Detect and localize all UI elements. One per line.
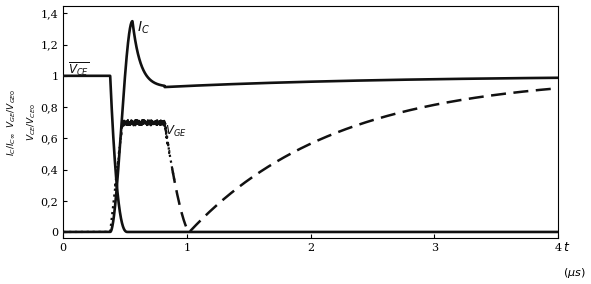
Text: $I_C$: $I_C$ xyxy=(137,20,150,37)
Text: $\overline{V_{CE}}$: $\overline{V_{CE}}$ xyxy=(68,60,89,78)
Text: $(\mu s)$: $(\mu s)$ xyxy=(563,266,586,280)
Text: $t$: $t$ xyxy=(563,241,570,254)
Text: $V_{GE}$: $V_{GE}$ xyxy=(165,124,186,139)
Y-axis label: $I_C/I_{C\infty}$  $V_{GE}/V_{GE0}$
$V_{CE}/V_{CE0}$: $I_C/I_{C\infty}$ $V_{GE}/V_{GE0}$ $V_{C… xyxy=(5,88,38,156)
